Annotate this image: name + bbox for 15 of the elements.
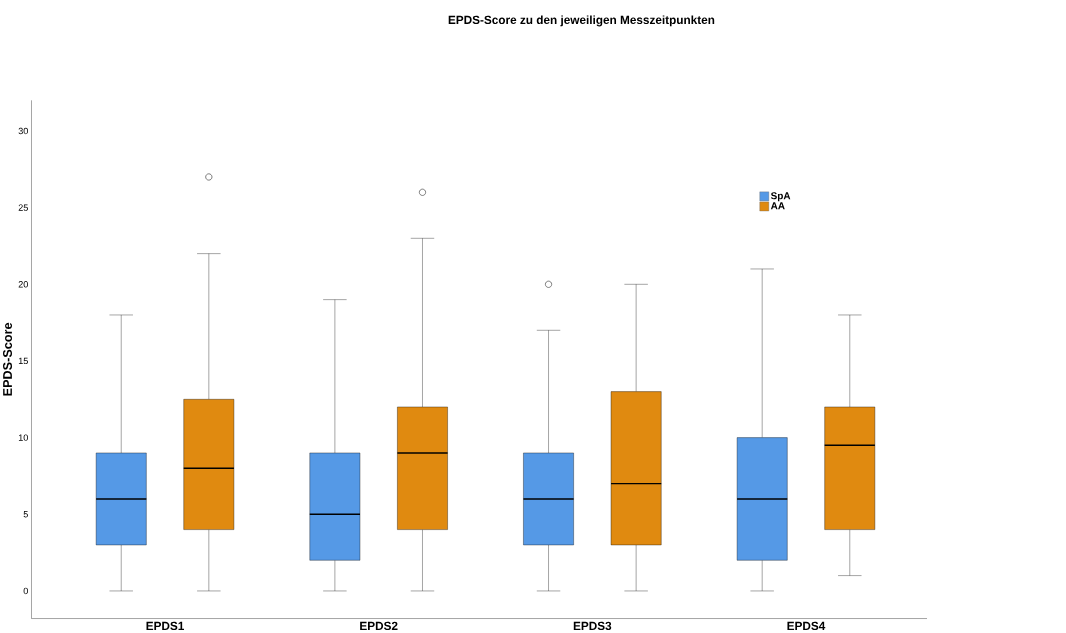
y-tick-label: 5 xyxy=(23,511,28,518)
y-axis-title: EPDS-Score xyxy=(3,322,13,396)
y-tick-label: 0 xyxy=(23,587,28,595)
x-tick-label: EPDS2 xyxy=(360,621,398,631)
y-tick-label: 20 xyxy=(18,281,28,288)
y-tick-label: 10 xyxy=(18,434,28,441)
legend-label: AA xyxy=(770,202,785,210)
y-tick-label: 30 xyxy=(18,127,28,135)
x-tick-label: EPDS3 xyxy=(573,621,612,631)
y-tick-label: 15 xyxy=(18,357,28,365)
x-tick-label: EPDS4 xyxy=(787,621,826,631)
y-tick-label: 25 xyxy=(18,204,28,211)
x-tick-label: EPDS1 xyxy=(146,621,185,631)
chart-title: EPDS-Score zu den jeweiligen Messzeitpunkten xyxy=(448,15,715,27)
legend-label: SpA xyxy=(770,192,791,202)
